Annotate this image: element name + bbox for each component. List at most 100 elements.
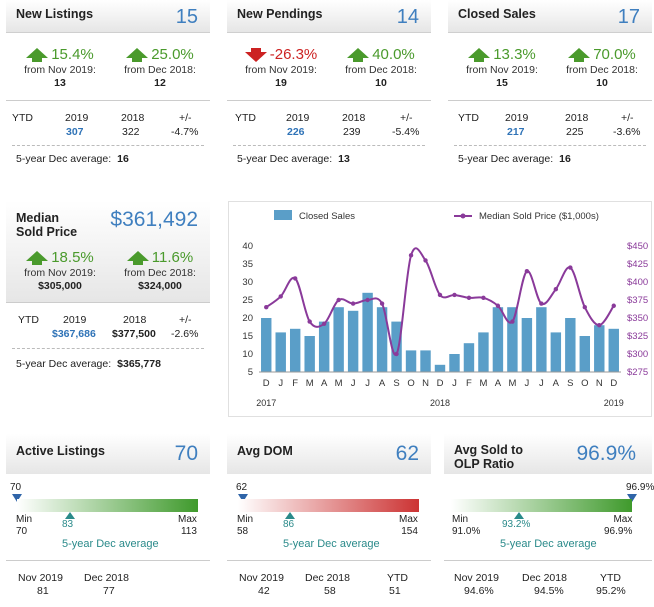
y-right-tick-label: $300 [627,349,648,360]
ytd-table: YTD 2019 2018 +/- 217 225 -3.6% [448,112,652,142]
compare-label: YTD [387,572,408,584]
y-right-tick-label: $350 [627,313,648,324]
change-pct: 18.5% [51,249,94,266]
x-tick-label: J [351,378,356,389]
ytd-year-current: 2019 [286,112,310,124]
ytd-value-current: 217 [507,126,525,138]
divider [227,560,431,561]
olp-ratio-card: Avg Sold to OLP Ratio 96.9% 96.9% Min 91.0… [444,434,654,607]
point-median-sold-price [350,301,356,306]
compare-value: 94.5% [534,585,564,597]
y-right-tick-label: $425 [627,259,648,270]
gauge-min-label: Min 70 [16,514,33,537]
compare-value: 94.6% [464,585,494,597]
change-from-label: from Dec 2018: [124,64,196,76]
gauge-current-label: 70 [10,482,22,493]
bar-closed-sales [289,328,301,372]
x-tick-label: A [553,378,560,389]
point-median-sold-price [394,351,399,357]
change-from-value: $324,000 [138,280,182,292]
card-header: Active Listings 70 [6,434,210,474]
divider [6,100,210,101]
y-left-tick-label: 35 [242,259,253,270]
bar-closed-sales [391,321,402,372]
x-tick-label: M [306,378,314,389]
arrow-down-icon [244,48,267,63]
bar-closed-sales [275,332,286,372]
arrow-up-icon [126,251,149,266]
point-median-sold-price [553,287,559,292]
point-median-sold-price [365,297,370,303]
card-title: Avg DOM [237,444,293,458]
card-value: 62 [395,442,419,465]
change-pct: 13.3% [493,46,536,63]
card-value: 70 [174,442,198,465]
point-median-sold-price [597,323,602,328]
bar-closed-sales [521,318,533,372]
gauge-average-label: 5-year Dec average [62,538,159,550]
ytd-year-prior: 2018 [342,112,366,124]
change-from-value: 12 [154,77,166,89]
compare-value: 81 [37,585,49,597]
ytd-year-current: 2019 [65,112,89,124]
five-year-average: 5-year Dec average: 16 [16,153,129,165]
change-from-last-year: 70.0% from Dec 2018: 10 [552,46,652,90]
card-value: 96.9% [576,442,636,465]
y-left-tick-label: 10 [242,349,253,360]
gauge-max-label: Max 113 [178,514,197,537]
bar-closed-sales [318,321,330,372]
compare-value: 58 [324,585,336,597]
point-median-sold-price [495,303,501,308]
combo-chart: Closed Sales Median Sold Price ($1,000s) 5… [242,210,648,408]
point-median-sold-price [307,319,312,324]
ytd-value-prior: 239 [343,126,361,138]
bar-closed-sales [405,350,417,372]
bar-closed-sales [449,354,460,372]
bar-closed-sales [550,332,562,372]
gauge-average-value: 93.2% [502,519,531,530]
ytd-plus-minus: +/- [179,314,192,326]
gauge-average-label: 5-year Dec average [500,538,597,550]
divider [227,100,431,101]
y-left-tick-label: 20 [242,313,253,324]
change-from-label: from Nov 2019: [245,64,317,76]
median-sold-price-card: Median Sold Price $361,492 18.5% from Nov… [6,201,210,381]
gauge-min-label: Min 91.0% [452,514,481,537]
ytd-table: YTD 2019 2018 +/- $367,686 $377,500 -2.6… [6,314,210,344]
ytd-value-current: 307 [66,126,84,138]
bar-closed-sales [478,332,489,372]
point-median-sold-price [437,292,443,298]
change-from-label: from Nov 2019: [24,64,96,76]
gauge-current-marker [627,494,637,502]
arrow-up-icon [26,48,49,63]
card-title: New Pendings [237,7,323,21]
point-median-sold-price [568,265,573,270]
change-from-last-year: 40.0% from Dec 2018: 10 [331,46,431,90]
point-median-sold-price [336,297,341,303]
bar-closed-sales [507,307,518,372]
compare-value: 51 [389,585,401,597]
divider [444,560,652,561]
gauge-average-value: 83 [62,519,74,530]
arrow-up-icon [568,48,591,63]
ytd-label: YTD [18,314,39,326]
x-tick-label: O [407,378,414,389]
arrow-up-icon [468,48,491,63]
x-tick-label: M [479,378,487,389]
x-tick-label: J [452,378,457,389]
change-from-label: from Dec 2018: [124,267,196,279]
compare-label: Nov 2019 [454,572,499,584]
change-from-value: 13 [54,77,66,89]
bar-closed-sales [420,350,431,372]
ytd-change: -2.6% [171,328,199,340]
change-pct: 25.0% [151,46,194,63]
change-from-value: 15 [496,77,508,89]
compare-label: Dec 2018 [522,572,567,584]
point-median-sold-price [321,321,327,326]
divider [12,145,204,146]
x-tick-label: A [321,378,328,389]
x-tick-label: F [466,378,472,389]
gauge-average-label: 5-year Dec average [283,538,380,550]
legend-label-median-price: Median Sold Price ($1,000s) [479,211,599,222]
change-from-label: from Nov 2019: [466,64,538,76]
